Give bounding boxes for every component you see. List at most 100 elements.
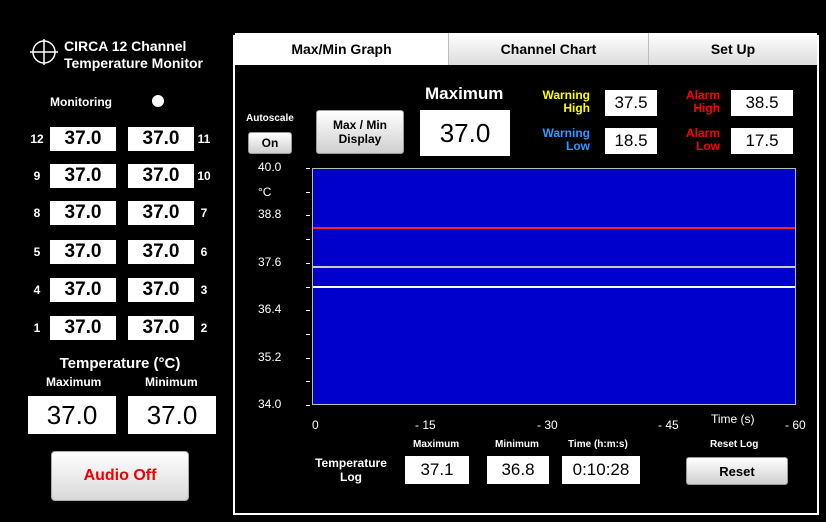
autoscale-toggle[interactable]: On [248,132,292,154]
y-tick-label: 37.6 [258,254,282,269]
warning-low-input[interactable]: 18.5 [605,128,657,154]
y-tick-label: 38.8 [258,207,282,222]
channel-number: 6 [200,245,208,259]
app-title: CIRCA 12 Channel Temperature Monitor [64,38,203,72]
y-tick-mark [306,286,310,288]
log-max-value: 37.1 [405,456,469,484]
summary-max-label: Maximum [46,375,102,389]
channel-number: 4 [33,283,41,297]
max-min-display-button[interactable]: Max / Min Display [316,110,404,154]
channel-number: 3 [200,283,208,297]
y-tick-label: 40.0 [258,160,282,174]
y-tick-mark [306,215,310,217]
channel-value: 37.0 [50,201,116,225]
x-tick-label: - 45 [658,418,679,432]
max-min-line1: Max / Min [332,118,387,132]
summary-min-value: 37.0 [128,396,216,434]
app-title-line2: Temperature Monitor [64,55,203,71]
channel-value: 37.0 [50,127,116,151]
temperature-graph [312,168,796,405]
channel-number: 12 [30,132,44,146]
warning-high-l1: Warning [542,88,590,102]
x-tick-label: - 30 [537,418,558,432]
y-tick-mark [306,381,310,383]
channel-number: 9 [33,169,41,183]
monitoring-indicator [152,95,164,107]
channel-value: 37.0 [50,316,116,340]
log-min-label: Minimum [495,439,539,450]
reset-log-label: Reset Log [710,439,759,450]
audio-off-button[interactable]: Audio Off [51,451,189,501]
y-tick-label: 35.2 [258,349,282,364]
log-min-value: 36.8 [487,456,549,484]
y-tick-mark [306,191,310,193]
channel-value: 37.0 [128,127,194,151]
channel-number: 1 [33,321,41,335]
max-min-line2: Display [338,132,382,146]
temperature-log-title: Temperature Log [310,456,392,484]
alarm-high-l1: Alarm [685,88,720,102]
channel-number: 5 [33,245,41,259]
y-tick-mark [306,168,310,169]
log-title-l2: Log [340,470,362,484]
y-tick-label: 36.4 [258,302,282,317]
alarm-low-l1: Alarm [685,126,720,140]
y-tick-mark [306,357,310,359]
y-tick-mark [306,405,310,406]
temperature-trace [313,285,795,288]
channel-number: 2 [200,321,208,335]
channel-value: 37.0 [50,240,116,264]
log-max-label: Maximum [413,439,460,450]
temperature-title: Temperature (°C) [59,355,181,372]
maximum-value: 37.0 [420,110,510,156]
alarm-high-l2: High [693,101,720,115]
y-tick-mark [306,262,310,264]
channel-value: 37.0 [128,278,194,302]
alarm-high-line [313,226,795,229]
y-tick-mark [306,333,310,335]
tab-set-up[interactable]: Set Up [648,33,817,65]
channel-number: 11 [197,132,211,146]
alarm-low-label: Alarm Low [672,127,720,153]
tab-max-min-graph[interactable]: Max/Min Graph [235,33,448,65]
unit-label: °C [258,185,272,199]
channel-number: 8 [33,206,41,220]
log-title-l1: Temperature [315,456,387,470]
channel-number: 10 [197,169,211,183]
warning-high-line [313,265,795,268]
channel-value: 37.0 [128,201,194,225]
channel-number: 7 [200,206,208,220]
x-tick-label: 0 [312,418,319,432]
alarm-high-input[interactable]: 38.5 [731,90,793,116]
warning-high-input[interactable]: 37.5 [605,90,657,116]
warning-low-label: Warning Low [534,127,590,153]
y-tick-mark [306,239,310,241]
warning-low-l2: Low [566,139,590,153]
app-title-line1: CIRCA 12 Channel [64,38,187,54]
maximum-label: Maximum [425,84,504,103]
circa-logo-icon [30,39,58,65]
monitoring-label: Monitoring [50,95,112,109]
tab-channel-chart[interactable]: Channel Chart [448,33,648,65]
log-time-value: 0:10:28 [562,456,640,484]
x-axis-label: Time (s) [711,412,755,426]
channel-value: 37.0 [128,240,194,264]
alarm-low-l2: Low [696,139,720,153]
channel-value: 37.0 [128,316,194,340]
alarm-low-input[interactable]: 17.5 [731,128,793,154]
warning-high-l2: High [563,101,590,115]
y-tick-label: 34.0 [258,397,282,411]
summary-max-value: 37.0 [28,396,116,434]
alarm-high-label: Alarm High [672,89,720,115]
x-tick-label: - 15 [415,418,436,432]
channel-value: 37.0 [50,164,116,188]
summary-min-label: Minimum [145,375,198,389]
x-tick-label: - 60 [785,418,806,432]
log-time-label: Time (h:m:s) [568,439,628,450]
y-tick-mark [306,310,310,312]
reset-log-button[interactable]: Reset [686,457,788,485]
autoscale-label: Autoscale [246,113,294,124]
warning-low-l1: Warning [542,126,590,140]
channel-value: 37.0 [128,164,194,188]
channel-value: 37.0 [50,278,116,302]
